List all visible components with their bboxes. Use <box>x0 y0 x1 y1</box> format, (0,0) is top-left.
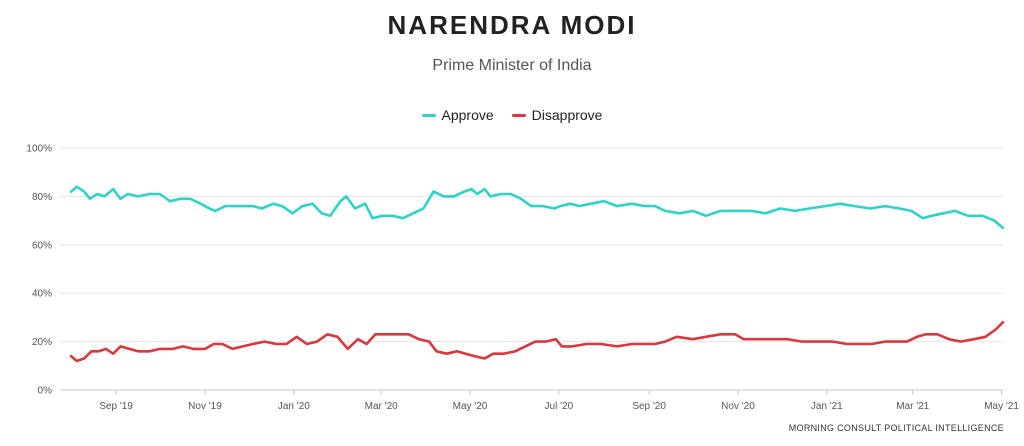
x-tick-label: Mar '20 <box>365 401 398 412</box>
legend-item-disapprove[interactable]: Disapprove <box>511 107 603 123</box>
x-tick-label: Sep '19 <box>99 401 133 412</box>
x-tick-label: Sep '20 <box>632 401 666 412</box>
x-tick-label: Nov '20 <box>721 401 755 412</box>
x-tick-label: May '21 <box>984 401 1019 412</box>
x-tick-label: Mar '21 <box>896 401 929 412</box>
x-tick-label: Jan '20 <box>278 401 310 412</box>
legend-swatch-approve <box>421 113 436 117</box>
y-tick-label: 0% <box>38 386 53 397</box>
x-tick-label: Nov '19 <box>188 401 222 412</box>
y-tick-label: 40% <box>32 289 52 300</box>
x-tick-label: Jul '20 <box>545 401 574 412</box>
source-credit: MORNING CONSULT POLITICAL INTELLIGENCE <box>788 423 1004 433</box>
legend: Approve Disapprove <box>0 107 1024 123</box>
y-tick-label: 80% <box>32 192 52 203</box>
y-tick-label: 60% <box>32 240 52 251</box>
legend-item-approve[interactable]: Approve <box>421 107 494 123</box>
y-tick-label: 20% <box>32 337 52 348</box>
series-line-approve <box>69 185 1005 230</box>
x-tick-label: May '20 <box>453 401 488 412</box>
legend-label-disapprove: Disapprove <box>531 107 603 123</box>
legend-label-approve: Approve <box>441 107 494 123</box>
legend-swatch-disapprove <box>511 113 526 117</box>
y-tick-label: 100% <box>26 144 52 155</box>
x-tick-label: Jan '21 <box>811 401 843 412</box>
series-line-disapprove <box>69 320 1005 363</box>
chart-title: NARENDRA MODI <box>387 10 637 40</box>
chart-subtitle: Prime Minister of India <box>432 57 592 74</box>
